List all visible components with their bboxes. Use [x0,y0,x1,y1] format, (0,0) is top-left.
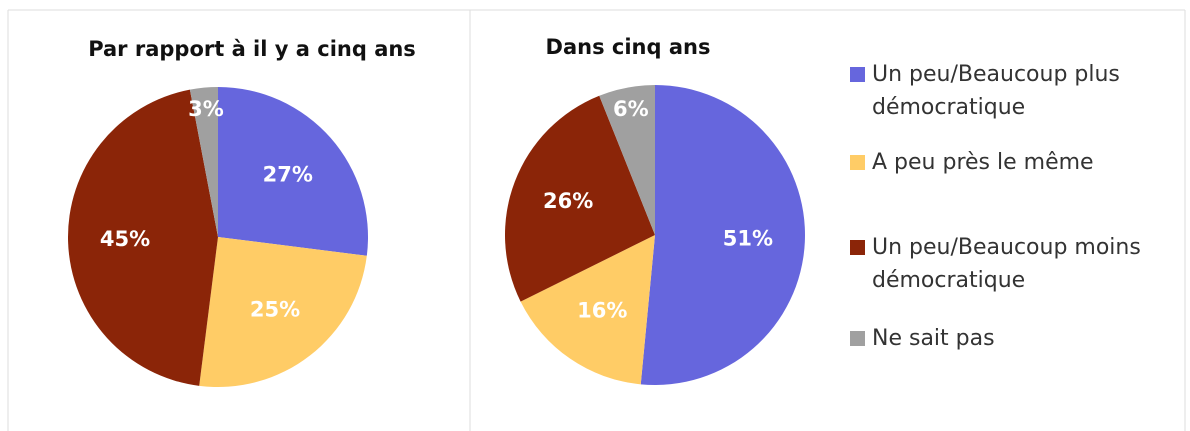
legend-label: Un peu/Beaucoup plus démocratique [872,62,1120,120]
chart-title: Dans cinq ans [546,35,711,59]
legend-item: Un peu/Beaucoup moins démocratique [850,231,1170,297]
pie-slice [189,87,218,237]
legend-swatch [850,67,865,82]
data-label: 51% [723,226,773,250]
data-label: 3% [188,97,224,121]
chart-title: Par rapport à il y a cinq ans [88,37,416,61]
pie-slice [505,95,655,302]
legend-swatch [850,240,865,255]
data-label: 26% [543,189,593,213]
legend-label: A peu près le même [872,150,1094,175]
pie-slice [599,85,655,235]
legend-label: Un peu/Beaucoup moins démocratique [872,235,1141,293]
data-label: 45% [100,227,150,251]
pie-slice [218,87,368,256]
legend-swatch [850,155,865,170]
legend-swatch [850,331,865,346]
data-label: 6% [613,97,649,121]
data-label: 16% [577,299,627,323]
pie-slice [520,235,655,385]
pie-slice [68,89,218,386]
legend-item: Un peu/Beaucoup plus démocratique [850,58,1170,124]
pie-slice [199,237,367,387]
data-label: 25% [250,297,300,321]
data-label: 27% [263,162,313,186]
pie-slice [640,85,805,385]
legend-item: Ne sait pas [850,322,1170,355]
legend-item: A peu près le même [850,146,1170,179]
legend-label: Ne sait pas [872,326,995,351]
